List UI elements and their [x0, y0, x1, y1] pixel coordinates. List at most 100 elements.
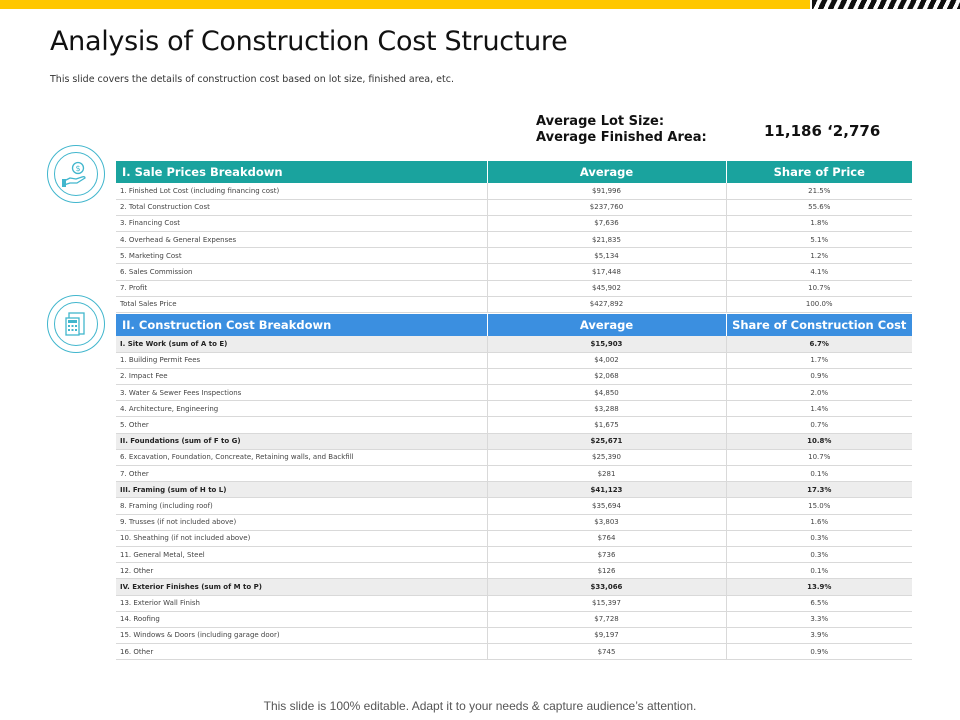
row-average: $41,123 — [486, 481, 726, 499]
row-label: 3. Water & Sewer Fees Inspections — [116, 384, 487, 402]
table-row: 5. Other $1,675 0.7% — [116, 416, 912, 434]
table-row: 7. Profit $45,902 10.7% — [116, 280, 912, 297]
row-label: 10. Sheathing (if not included above) — [116, 530, 487, 547]
row-average: $15,903 — [486, 336, 726, 353]
page-title: Analysis of Construction Cost Structure — [50, 26, 568, 57]
row-average: $1,675 — [486, 416, 726, 434]
row-average: $7,728 — [486, 611, 726, 628]
table-row: 12. Other $126 0.1% — [116, 562, 912, 580]
row-share: 15.0% — [725, 497, 912, 515]
row-label: 4. Architecture, Engineering — [116, 400, 487, 418]
row-label: 2. Total Construction Cost — [116, 199, 487, 216]
row-label: IV. Exterior Finishes (sum of M to P) — [116, 578, 487, 596]
row-average: $33,066 — [486, 578, 726, 596]
row-average: $237,760 — [486, 199, 726, 216]
row-label: 9. Trusses (if not included above) — [116, 514, 487, 531]
table-row: 2. Impact Fee $2,068 0.9% — [116, 368, 912, 386]
table-row: Total Sales Price $427,892 100.0% — [116, 296, 912, 314]
row-share: 0.1% — [725, 562, 912, 580]
row-average: $35,694 — [486, 497, 726, 515]
row-share: 100.0% — [725, 296, 912, 314]
row-average: $25,390 — [486, 449, 726, 467]
row-label: I. Site Work (sum of A to E) — [116, 336, 487, 353]
row-share: 1.7% — [725, 352, 912, 369]
row-label: 5. Other — [116, 416, 487, 434]
page-subtitle: This slide covers the details of constru… — [50, 74, 454, 85]
row-share: 10.7% — [725, 280, 912, 297]
table-row: III. Framing (sum of H to L) $41,123 17.3% — [116, 481, 912, 499]
table-row: 10. Sheathing (if not included above) $76… — [116, 530, 912, 547]
row-label: II. Foundations (sum of F to G) — [116, 433, 487, 450]
row-average: $745 — [486, 643, 726, 661]
row-label: 12. Other — [116, 562, 487, 580]
row-share: 13.9% — [725, 578, 912, 596]
construction-cost-header-average: Average — [486, 314, 726, 336]
row-label: 14. Roofing — [116, 611, 487, 628]
row-average: $736 — [486, 546, 726, 564]
construction-cost-header-title: II. Construction Cost Breakdown — [116, 314, 487, 336]
table-row: 6. Sales Commission $17,448 4.1% — [116, 263, 912, 281]
row-share: 0.9% — [725, 643, 912, 661]
table-row: 13. Exterior Wall Finish $15,397 6.5% — [116, 595, 912, 612]
row-label: Total Sales Price — [116, 296, 487, 314]
row-label: 1. Building Permit Fees — [116, 352, 487, 369]
row-share: 4.1% — [725, 263, 912, 281]
row-label: 16. Other — [116, 643, 487, 661]
row-share: 0.7% — [725, 416, 912, 434]
row-label: 15. Windows & Doors (including garage do… — [116, 627, 487, 645]
row-label: 1. Finished Lot Cost (including financin… — [116, 183, 487, 200]
sale-prices-header-share: Share of Price — [725, 161, 912, 183]
row-label: 3. Financing Cost — [116, 215, 487, 233]
sale-prices-header-row: I. Sale Prices Breakdown Average Share o… — [116, 161, 912, 183]
row-share: 55.6% — [725, 199, 912, 216]
row-label: 6. Excavation, Foundation, Concreate, Re… — [116, 449, 487, 467]
row-average: $427,892 — [486, 296, 726, 314]
average-lot-size-label: Average Lot Size: — [536, 114, 665, 129]
row-label: 13. Exterior Wall Finish — [116, 595, 487, 612]
row-share: 3.3% — [725, 611, 912, 628]
table-row: 11. General Metal, Steel $736 0.3% — [116, 546, 912, 564]
row-share: 5.1% — [725, 231, 912, 249]
table-row: 1. Finished Lot Cost (including financin… — [116, 183, 912, 200]
table-row: 1. Building Permit Fees $4,002 1.7% — [116, 352, 912, 369]
table-row: 3. Financing Cost $7,636 1.8% — [116, 215, 912, 233]
table-row: 4. Architecture, Engineering $3,288 1.4% — [116, 400, 912, 418]
table-row: 9. Trusses (if not included above) $3,803… — [116, 514, 912, 531]
top-accent-bar — [0, 0, 810, 9]
row-share: 1.2% — [725, 247, 912, 265]
row-average: $15,397 — [486, 595, 726, 612]
row-average: $4,002 — [486, 352, 726, 369]
row-average: $3,288 — [486, 400, 726, 418]
row-average: $7,636 — [486, 215, 726, 233]
row-label: 2. Impact Fee — [116, 368, 487, 386]
row-average: $91,996 — [486, 183, 726, 200]
table-row: 7. Other $281 0.1% — [116, 465, 912, 483]
sale-prices-header-average: Average — [486, 161, 726, 183]
row-share: 2.0% — [725, 384, 912, 402]
row-average: $126 — [486, 562, 726, 580]
table-row: 14. Roofing $7,728 3.3% — [116, 611, 912, 628]
averages-labels: Average Lot Size: Average Finished Area: — [536, 114, 707, 146]
row-label: 11. General Metal, Steel — [116, 546, 487, 564]
hazard-stripe — [812, 0, 960, 9]
row-share: 10.8% — [725, 433, 912, 450]
row-average: $4,850 — [486, 384, 726, 402]
row-share: 1.4% — [725, 400, 912, 418]
construction-cost-header-row: II. Construction Cost Breakdown Average … — [116, 314, 912, 336]
row-average: $17,448 — [486, 263, 726, 281]
averages-values: 11,186 ‘2,776 — [764, 122, 881, 140]
calculator-document-icon — [47, 295, 105, 353]
construction-cost-table: II. Construction Cost Breakdown Average … — [116, 314, 912, 661]
table-row: II. Foundations (sum of F to G) $25,671 10… — [116, 433, 912, 450]
table-row: 8. Framing (including roof) $35,694 15.0% — [116, 497, 912, 515]
table-row: 3. Water & Sewer Fees Inspections $4,850 2… — [116, 384, 912, 402]
row-average: $2,068 — [486, 368, 726, 386]
footer-note: This slide is 100% editable. Adapt it to… — [263, 699, 697, 713]
table-row: 16. Other $745 0.9% — [116, 643, 912, 661]
row-share: 10.7% — [725, 449, 912, 467]
sale-prices-header-title: I. Sale Prices Breakdown — [116, 161, 487, 183]
row-average: $764 — [486, 530, 726, 547]
row-average: $45,902 — [486, 280, 726, 297]
row-average: $21,835 — [486, 231, 726, 249]
average-finished-area-label: Average Finished Area: — [536, 130, 707, 145]
